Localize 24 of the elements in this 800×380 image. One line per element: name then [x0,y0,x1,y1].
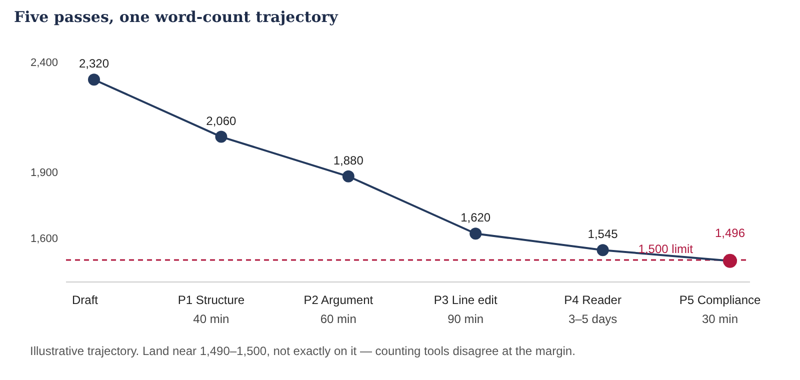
chart-title: Five passes, one word-count trajectory [14,8,340,28]
data-label: 1,496 [714,226,746,240]
data-label: 1,620 [460,210,491,225]
point [596,244,609,256]
y-tick-label: 1,600 [30,232,58,245]
x-tick-label: P3 Line edit 90 min [434,293,498,326]
point [342,170,354,182]
text: Illustrative trajectory. Land near 1,490–1,500, not exactly on it — counting tools disagree at the margin. [30,344,576,358]
x-tick-label: P5 Compliance 30 min [679,293,762,326]
point [470,228,482,240]
point [723,254,737,268]
x-tick-label: P1 Structure 40 min [178,293,245,326]
data-label: 1,545 [588,227,618,242]
data-label: 2,060 [206,114,237,128]
point [215,130,228,143]
x-tick-label: P4 Reader 3–5 days [564,293,622,326]
x-tick-label: Draft [72,293,99,307]
point [88,74,100,86]
data-label: 2,320 [78,56,110,71]
y-tick-label: 1,900 [30,166,58,179]
data-label: 1,880 [333,153,364,168]
x-tick-label: P2 Argument 60 min [304,293,374,326]
ref-line-label: 1,500 limit [638,242,694,256]
y-tick-label: 2,400 [30,56,58,69]
